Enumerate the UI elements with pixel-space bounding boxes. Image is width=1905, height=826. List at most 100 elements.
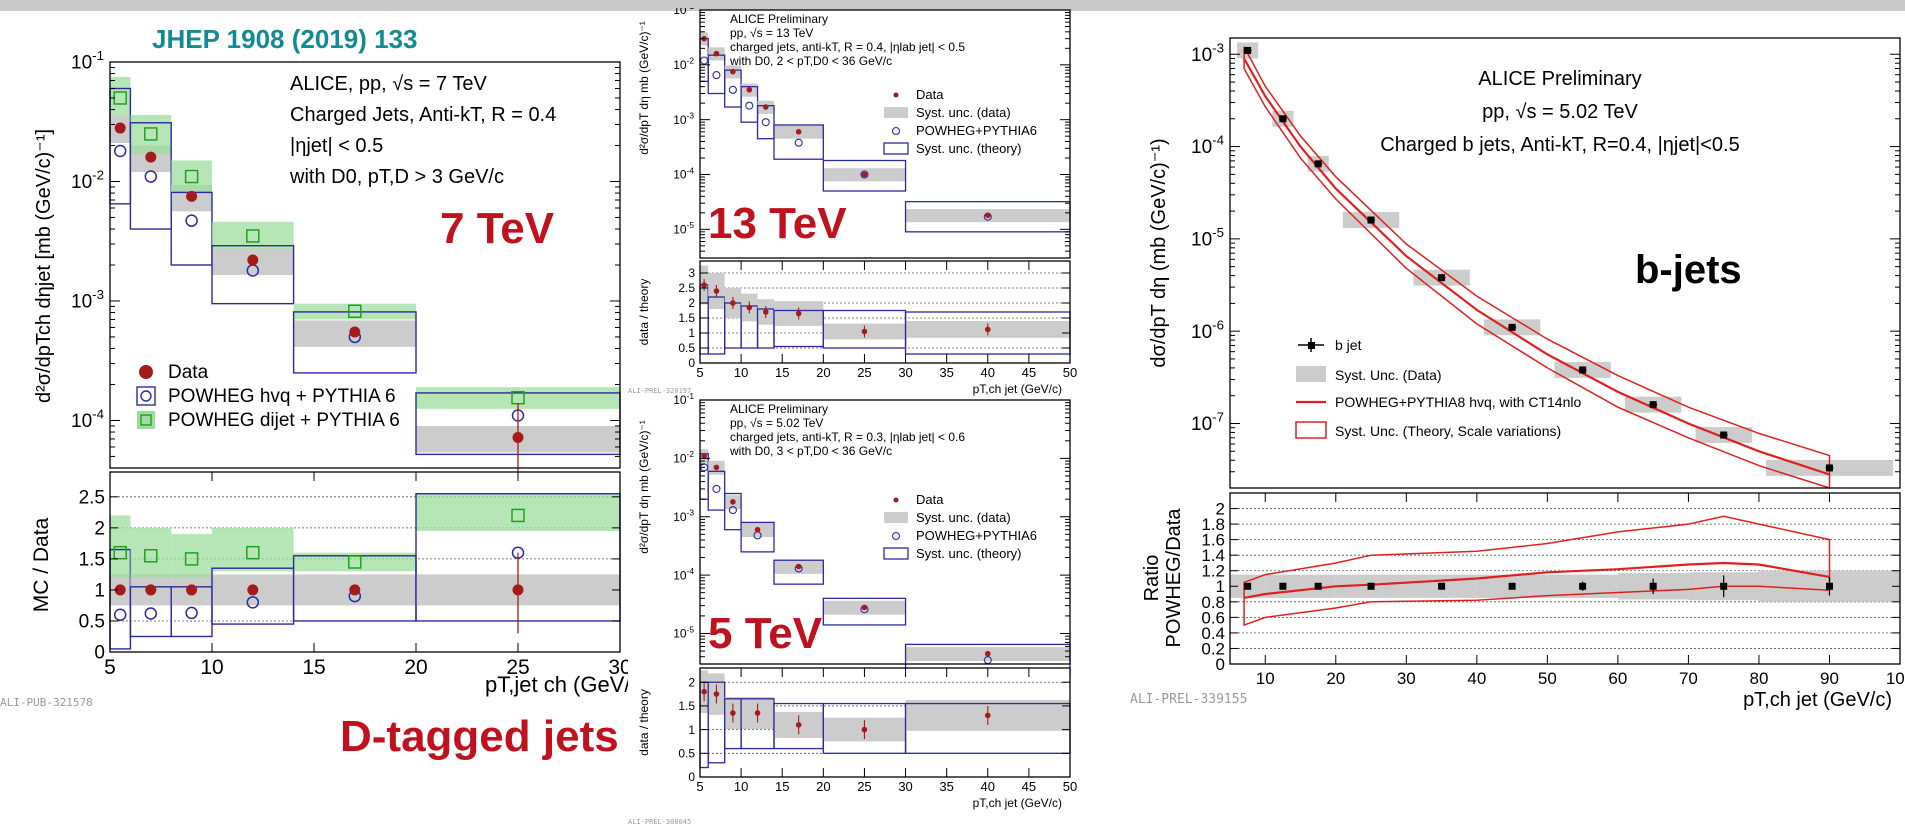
x-tick-label: 15 xyxy=(775,779,789,794)
x-tick-label: 60 xyxy=(1608,669,1627,688)
data-marker xyxy=(1367,216,1375,224)
dijet-syst-box xyxy=(212,221,294,250)
legend-syst-theory-label: Syst. unc. (theory) xyxy=(916,141,1021,156)
x-tick-label: 35 xyxy=(939,779,953,794)
data-marker xyxy=(713,464,720,471)
ratio-y-tick-label: 0 xyxy=(1216,655,1225,674)
x-tick-label: 35 xyxy=(939,365,953,380)
x-axis-label: pT,ch jet (GeV/c) xyxy=(1743,689,1892,711)
theory-syst-box xyxy=(773,124,824,160)
ratio-dijet-box xyxy=(130,527,172,578)
theory-syst-box xyxy=(740,86,759,123)
legend-dijet-marker xyxy=(140,414,152,426)
data-marker xyxy=(746,87,753,93)
ratio-marker xyxy=(713,691,720,697)
ratio-data-marker xyxy=(247,584,259,596)
ratio-marker xyxy=(762,309,769,315)
ratio-marker xyxy=(746,304,753,311)
ratio-frame xyxy=(109,471,621,653)
ratio-y-tick-label: 0.8 xyxy=(1201,593,1225,612)
data-marker xyxy=(795,563,802,570)
legend-syst-data-label: Syst. unc. (data) xyxy=(916,105,1011,120)
legend-hvq-label: POWHEG hvq + PYTHIA 6 xyxy=(168,386,396,407)
x-axis-label: pT,ch jet (GeV/c) xyxy=(973,796,1062,810)
ratio-y-tick-label: 1.8 xyxy=(1201,515,1225,534)
ratio-y-tick-label: 1 xyxy=(688,326,695,340)
ratio-dijet-marker xyxy=(246,545,260,560)
legend-text-line: charged jets, anti-kT, R = 0.3, |ηlab je… xyxy=(730,430,965,444)
x-tick-label: 20 xyxy=(404,656,427,679)
ratio-data-marker xyxy=(186,584,198,596)
ratio-y-tick-label: 0.4 xyxy=(1201,624,1225,643)
ratio-marker xyxy=(1579,582,1587,590)
ratio-y-tick-label: 0 xyxy=(94,643,105,664)
x-tick-label: 40 xyxy=(981,779,995,794)
legend-syst-theory-label: Syst. unc. (theory) xyxy=(916,546,1021,561)
ratio-data-marker xyxy=(114,584,126,596)
ratio-y-tick-label: 1 xyxy=(1216,577,1225,596)
ratio-y-axis-label-line2: POWHEG/Data xyxy=(1163,508,1185,648)
ratio-marker xyxy=(730,710,736,716)
ratio-data-marker xyxy=(145,584,157,596)
legend-text-line: pp, √s = 5.02 TeV xyxy=(730,416,823,430)
data-marker xyxy=(984,212,991,219)
legend-syst-data-label: Syst. Unc. (Data) xyxy=(1335,367,1442,383)
y-tick-label: 10-5 xyxy=(1191,225,1224,251)
x-tick-label: 15 xyxy=(775,365,789,380)
chart-dtag-7tev: 10-4 10-3 10-2 10-1 0 0.5 1 1.5 2 2.5 5 10 15 20 25 30 d… xyxy=(0,48,628,709)
ratio-y-tick-label: 0.2 xyxy=(1201,639,1225,658)
ratio-marker xyxy=(1720,582,1728,590)
dijet-marker xyxy=(184,169,199,184)
energy-label: 5 TeV xyxy=(708,609,823,658)
ratio-y-tick-label: 1 xyxy=(688,723,695,737)
ratio-marker xyxy=(861,726,868,733)
ratio-marker xyxy=(754,710,761,716)
x-tick-label: 80 xyxy=(1749,669,1768,688)
y-tick-label: 10-5 xyxy=(673,220,694,236)
theory-marker xyxy=(794,138,803,147)
y-tick-label: 10-3 xyxy=(1191,40,1224,66)
x-tick-label: 5 xyxy=(104,656,116,679)
ratio-y-tick-label: 2.5 xyxy=(79,487,105,508)
ratio-y-tick-label: 1.2 xyxy=(1201,562,1225,581)
legend-theory-band-box xyxy=(1295,421,1327,439)
legend-syst-data-box xyxy=(1296,366,1326,382)
y-tick-label: 10-6 xyxy=(1191,317,1224,343)
theory-marker xyxy=(745,101,754,110)
watermark: ALI-PREL-308045 xyxy=(628,818,691,826)
ratio-y-tick-label: 0 xyxy=(688,356,695,370)
legend-syst-theory-box xyxy=(883,142,909,155)
ratio-marker xyxy=(1244,582,1252,590)
dijet-marker xyxy=(246,229,260,243)
theory-syst-box xyxy=(740,521,775,553)
ratio-dijet-box xyxy=(293,552,416,572)
ratio-hvq-marker xyxy=(185,606,198,620)
ratio-y-tick-label: 0 xyxy=(688,770,695,784)
ratio-data-marker xyxy=(512,584,524,596)
dijet-syst-box xyxy=(130,115,172,154)
legend-data-marker xyxy=(893,497,899,503)
chart-dtag-5tev: 10-510-410-310-210-100.511.525 10 15 20 25 30… xyxy=(628,392,1077,826)
legend-data-marker xyxy=(893,92,899,98)
data-marker xyxy=(1508,323,1516,331)
legend-theory-label: POWHEG+PYTHIA6 xyxy=(916,528,1037,543)
y-axis-label: d²σ/dpT dη mb (GeV/c)⁻¹ xyxy=(637,21,651,155)
ratio-dijet-box xyxy=(212,527,294,572)
data-marker xyxy=(1314,160,1322,168)
ratio-y-tick-label: 0.5 xyxy=(678,341,695,355)
x-tick-label: 25 xyxy=(857,779,871,794)
y-axis-label: dσ/dpT dη (mb (GeV/c)⁻¹) xyxy=(1148,138,1170,367)
theory-marker xyxy=(712,71,721,80)
hvq-syst-box xyxy=(292,311,417,374)
theory-marker xyxy=(728,506,737,515)
ratio-y-tick-label: 0.6 xyxy=(1201,608,1225,627)
legend-bjet-marker xyxy=(1308,342,1315,349)
ratio-y-tick-label: 2 xyxy=(1216,499,1225,518)
legend-data-label: Data xyxy=(168,362,209,383)
ratio-dijet-marker xyxy=(348,555,362,569)
hvq-marker xyxy=(144,170,158,183)
x-tick-label: 10 xyxy=(734,365,748,380)
plot-frame xyxy=(699,9,1071,259)
x-tick-label: 70 xyxy=(1679,669,1698,688)
ratio-marker xyxy=(1649,582,1657,590)
